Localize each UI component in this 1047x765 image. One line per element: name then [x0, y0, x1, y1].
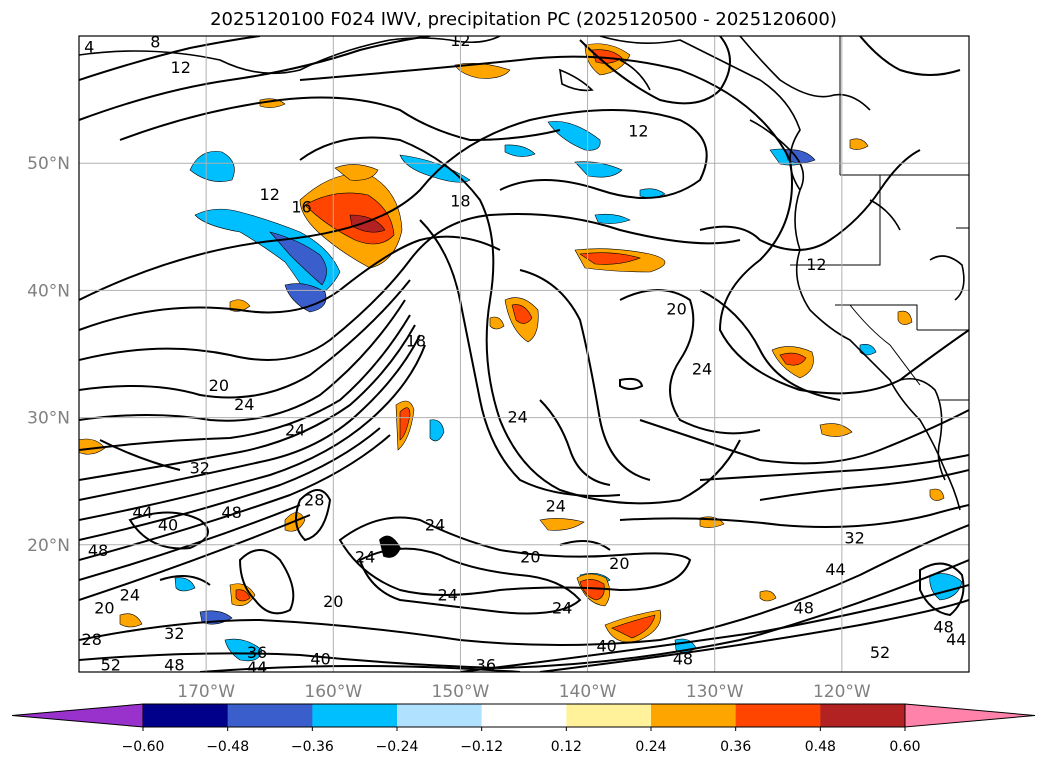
- contour-label: 24: [234, 395, 254, 414]
- contour-label: 28: [304, 490, 324, 509]
- coastlines: [79, 36, 965, 558]
- colorbar: −0.60 −0.48 −0.36 −0.24 −0.12 0.12 0.24 0.36 0.4…: [11, 703, 1036, 755]
- longitude-label: 170°W: [177, 682, 235, 702]
- colorbar-segment: [566, 704, 652, 727]
- colorbar-tick-label: 0.36: [720, 739, 751, 755]
- colorbar-segment: [227, 704, 313, 727]
- colorbar-extend-high: [904, 703, 1036, 728]
- contour-label: 48: [164, 656, 184, 675]
- iwv-contours: [79, 36, 969, 672]
- longitude-label: 150°W: [432, 682, 490, 702]
- colorbar-segment: [312, 704, 398, 727]
- precipitation-shading: [79, 43, 963, 662]
- contour-label: 40: [310, 649, 330, 668]
- contour-label: 32: [164, 624, 184, 643]
- contour-label: 12: [260, 185, 280, 204]
- contour-label: 32: [190, 458, 210, 477]
- contour-label: 20: [323, 592, 343, 611]
- contour-label: 44: [946, 630, 966, 649]
- contour-label: 40: [158, 516, 178, 535]
- contour-label: 24: [438, 586, 458, 605]
- contour-label: 52: [101, 656, 121, 675]
- contour-label: 48: [933, 617, 953, 636]
- colorbar-tick-label: −0.48: [206, 739, 249, 755]
- contour-label: 24: [355, 548, 375, 567]
- contour-label: 20: [666, 299, 686, 318]
- contour-label: 20: [520, 548, 540, 567]
- contour-label: 28: [82, 630, 102, 649]
- contour-label: 24: [692, 359, 712, 378]
- map-title: 2025120100 F024 IWV, precipitation PC (2…: [210, 9, 837, 30]
- latitude-label: 50°N: [27, 154, 70, 174]
- contour-label: 44: [247, 658, 267, 677]
- colorbar-frame: [142, 703, 906, 728]
- contour-label: 52: [870, 643, 890, 662]
- contour-label: 12: [628, 121, 648, 140]
- contour-label: 24: [552, 598, 572, 617]
- contour-label: 36: [247, 643, 267, 662]
- latitude-label: 40°N: [27, 281, 70, 301]
- colorbar-tick-label: 0.48: [805, 739, 836, 755]
- contour-label: 40: [596, 637, 616, 656]
- contour-label: 24: [285, 420, 305, 439]
- contour-label: 32: [844, 528, 864, 547]
- contour-label: 16: [291, 198, 311, 217]
- colorbar-segment: [143, 704, 229, 727]
- longitude-labels: 170°W 160°W 150°W 140°W 130°W 120°W: [177, 682, 871, 702]
- latitude-label: 30°N: [27, 409, 70, 429]
- longitude-label: 160°W: [304, 682, 362, 702]
- longitude-label: 120°W: [813, 682, 871, 702]
- colorbar-tick-label: −0.12: [460, 739, 503, 755]
- contour-label: 44: [132, 503, 152, 522]
- contour-label: 12: [450, 31, 470, 50]
- contour-label: 48: [221, 503, 241, 522]
- contour-label: 12: [171, 58, 191, 77]
- colorbar-segment: [481, 704, 567, 727]
- contour-label: 48: [794, 598, 814, 617]
- contour-label: 24: [546, 497, 566, 516]
- contour-label: 48: [673, 649, 693, 668]
- contour-label: 12: [806, 255, 826, 274]
- latitude-label: 20°N: [27, 536, 70, 556]
- colorbar-segment: [397, 704, 483, 727]
- contour-label: 48: [88, 541, 108, 560]
- contour-label: 24: [507, 408, 527, 427]
- longitude-label: 140°W: [559, 682, 617, 702]
- contour-label: 44: [825, 560, 845, 579]
- contour-label: 20: [609, 554, 629, 573]
- contour-label: 8: [150, 32, 160, 51]
- colorbar-tick-label: 0.24: [635, 739, 666, 755]
- longitude-label: 130°W: [686, 682, 744, 702]
- latitude-labels: 20°N 30°N 40°N 50°N: [27, 154, 70, 556]
- colorbar-tick-label: −0.36: [291, 739, 334, 755]
- colorbar-segment: [651, 704, 737, 727]
- contour-label: 36: [476, 656, 496, 675]
- political-borders: [790, 36, 969, 401]
- contour-label: 18: [450, 191, 470, 210]
- contour-label: 20: [209, 376, 229, 395]
- map-frame: [78, 35, 970, 673]
- contour-label: 18: [406, 331, 426, 350]
- colorbar-segment: [735, 704, 821, 727]
- colorbar-tick-label: −0.24: [376, 739, 419, 755]
- colorbar-tick-label: −0.60: [122, 739, 165, 755]
- contour-label: 24: [425, 516, 445, 535]
- colorbar-tick-label: 0.60: [889, 739, 920, 755]
- colorbar-extend-low: [11, 703, 144, 728]
- contour-label: 20: [94, 598, 114, 617]
- colorbar-tick-label: 0.12: [551, 739, 582, 755]
- colorbar-segment: [820, 704, 906, 727]
- contour-label: 4: [84, 37, 94, 56]
- contour-label: 24: [120, 586, 140, 605]
- map-gridlines: [79, 36, 969, 672]
